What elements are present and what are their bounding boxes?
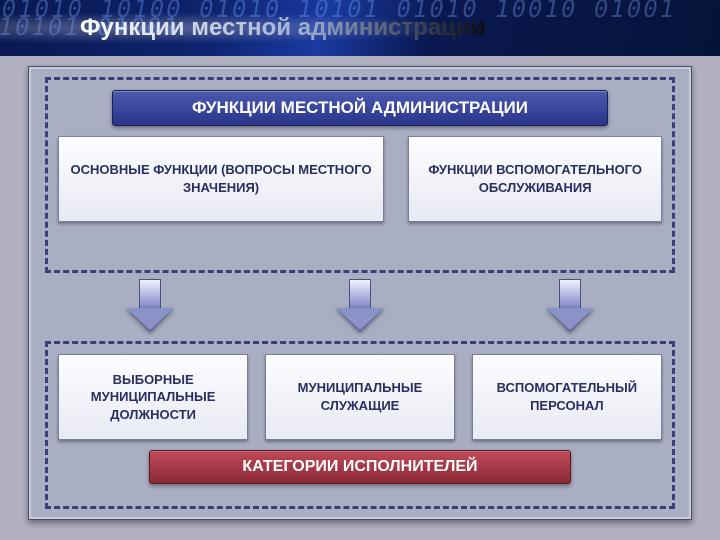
- box-support-staff: ВСПОМОГАТЕЛЬНЫЙ ПЕРСОНАЛ: [472, 354, 662, 440]
- slide-title-wrap: Функции местной администрации: [80, 10, 680, 46]
- box-municipal-employees: МУНИЦИПАЛЬНЫЕ СЛУЖАЩИЕ: [265, 354, 455, 440]
- box-elected-positions: ВЫБОРНЫЕ МУНИЦИПАЛЬНЫЕ ДОЛЖНОСТИ: [58, 354, 248, 440]
- arrow-down-icon: [546, 279, 594, 335]
- functions-row: ОСНОВНЫЕ ФУНКЦИИ (ВОПРОСЫ МЕСТНОГО ЗНАЧЕ…: [58, 136, 662, 222]
- arrows-row: [45, 279, 675, 335]
- executors-row: ВЫБОРНЫЕ МУНИЦИПАЛЬНЫЕ ДОЛЖНОСТИ МУНИЦИП…: [58, 354, 662, 440]
- slide-title: Функции местной администрации: [80, 14, 485, 42]
- arrow-down-icon: [336, 279, 384, 335]
- box-main-functions: ОСНОВНЫЕ ФУНКЦИИ (ВОПРОСЫ МЕСТНОГО ЗНАЧЕ…: [58, 136, 384, 222]
- box-support-functions: ФУНКЦИИ ВСПОМОГАТЕЛЬНОГО ОБСЛУЖИВАНИЯ: [408, 136, 662, 222]
- executors-header: КАТЕГОРИИ ИСПОЛНИТЕЛЕЙ: [149, 450, 572, 484]
- functions-group: ФУНКЦИИ МЕСТНОЙ АДМИНИСТРАЦИИ ОСНОВНЫЕ Ф…: [45, 77, 675, 273]
- slide: 01010 10100 01010 10101 01010 10010 0100…: [0, 0, 720, 540]
- functions-header: ФУНКЦИИ МЕСТНОЙ АДМИНИСТРАЦИИ: [112, 90, 607, 126]
- diagram-panel: ФУНКЦИИ МЕСТНОЙ АДМИНИСТРАЦИИ ОСНОВНЫЕ Ф…: [28, 66, 692, 520]
- executors-group: ВЫБОРНЫЕ МУНИЦИПАЛЬНЫЕ ДОЛЖНОСТИ МУНИЦИП…: [45, 341, 675, 509]
- arrow-down-icon: [126, 279, 174, 335]
